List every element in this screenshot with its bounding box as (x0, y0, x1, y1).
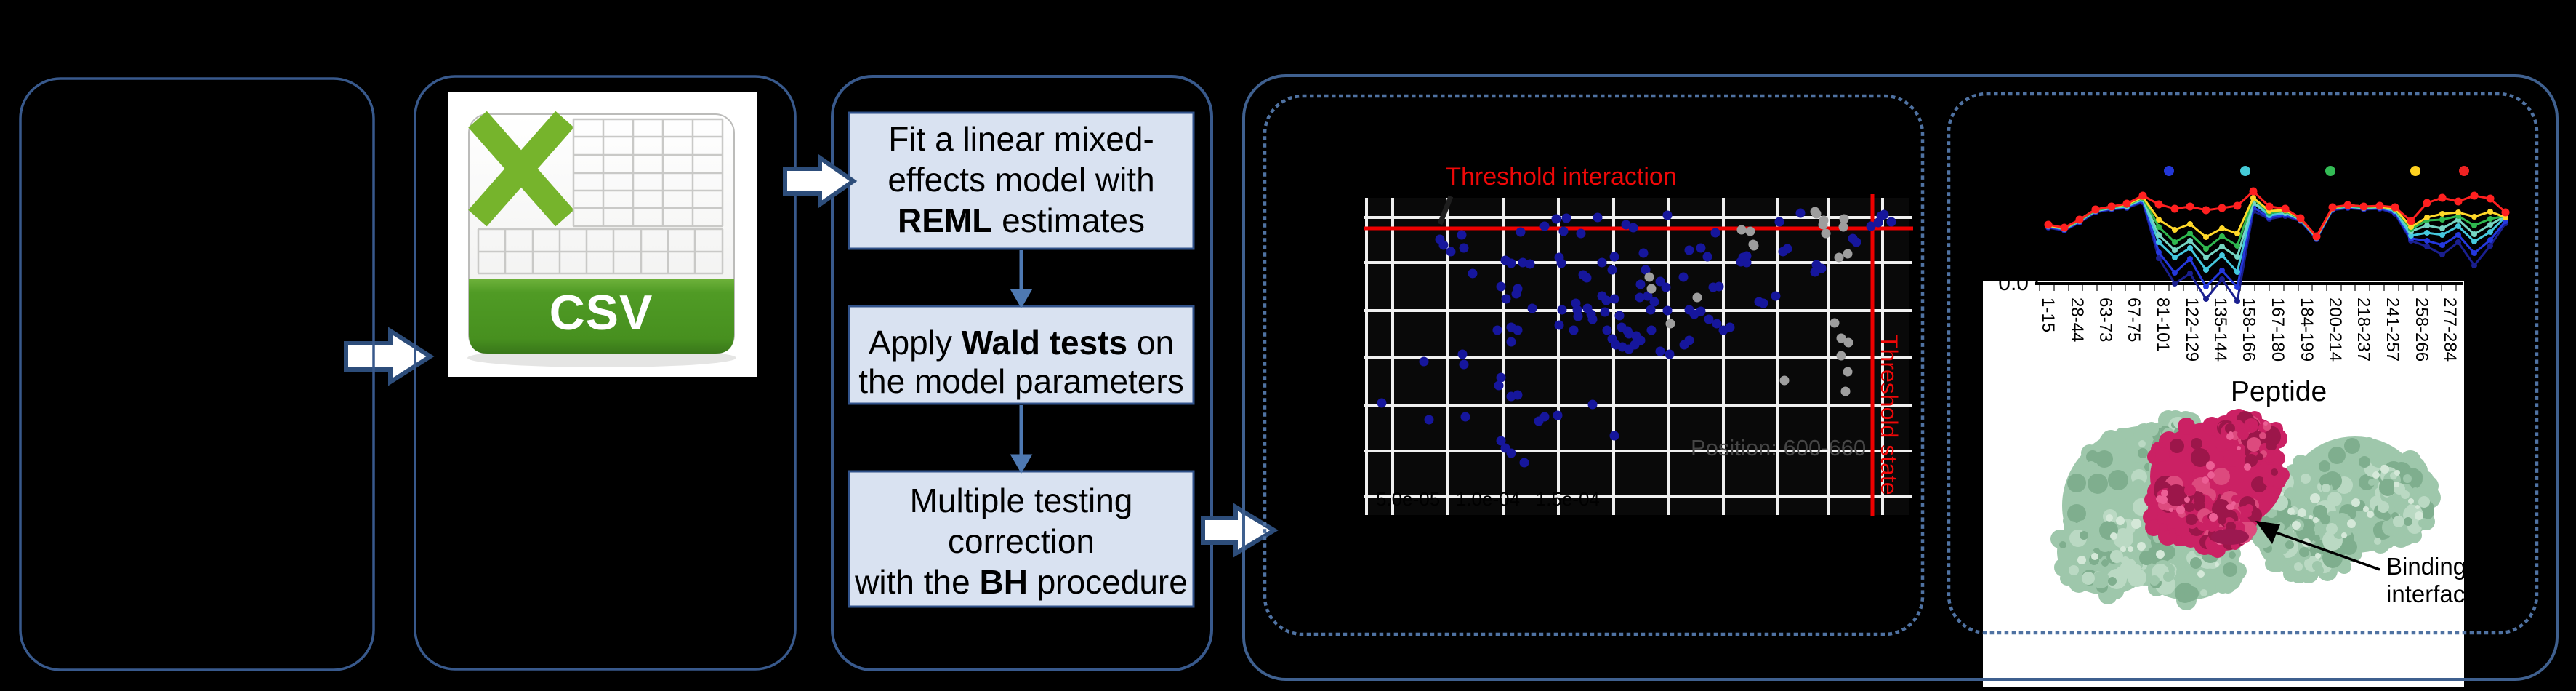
svg-text:REML estimates: REML estimates (898, 201, 1145, 239)
svg-text:Binding: Binding (2386, 553, 2466, 580)
svg-text:Position: 600-660: Position: 600-660 (1691, 435, 1866, 460)
svg-text:158-166: 158-166 (2239, 297, 2258, 362)
svg-text:the model parameters: the model parameters (858, 362, 1183, 400)
svg-text:effects model with: effects model with (887, 161, 1154, 199)
svg-text:63-73: 63-73 (2096, 297, 2115, 342)
svg-text:81-101: 81-101 (2153, 297, 2173, 352)
svg-text:241-257: 241-257 (2383, 297, 2402, 362)
svg-text:258-266: 258-266 (2412, 297, 2431, 362)
svg-text:5.0e-05 1.0e-04 1.5e-04: 5.0e-05 1.0e-04 1.5e-04 (1376, 488, 1600, 510)
svg-text:277-284: 277-284 (2440, 297, 2460, 362)
svg-text:167-180: 167-180 (2268, 297, 2287, 362)
svg-text:correction: correction (948, 522, 1095, 560)
svg-text:122-129: 122-129 (2182, 297, 2202, 362)
svg-text:with the BH procedure: with the BH procedure (854, 563, 1188, 601)
svg-text:Multiple testing: Multiple testing (910, 482, 1133, 519)
svg-text:interface: interface (2386, 580, 2479, 607)
svg-text:Apply Wald tests on: Apply Wald tests on (869, 324, 1174, 362)
svg-text:200-214: 200-214 (2325, 297, 2345, 362)
svg-text:CSV: CSV (550, 285, 653, 340)
svg-text:218-237: 218-237 (2354, 297, 2373, 362)
svg-text:184-199: 184-199 (2297, 297, 2317, 362)
svg-text:Threshold interaction: Threshold interaction (1446, 163, 1677, 191)
svg-text:Peptide: Peptide (2231, 376, 2327, 407)
svg-text:28-44: 28-44 (2067, 297, 2087, 342)
svg-text:135-144: 135-144 (2210, 297, 2230, 362)
svg-text:67-75: 67-75 (2124, 297, 2144, 342)
svg-text:Fit a linear mixed-: Fit a linear mixed- (888, 120, 1154, 158)
svg-text:Threshold state: Threshold state (1876, 335, 1902, 495)
svg-text:1-15: 1-15 (2038, 297, 2058, 332)
svg-text:0.0: 0.0 (1998, 271, 2029, 295)
